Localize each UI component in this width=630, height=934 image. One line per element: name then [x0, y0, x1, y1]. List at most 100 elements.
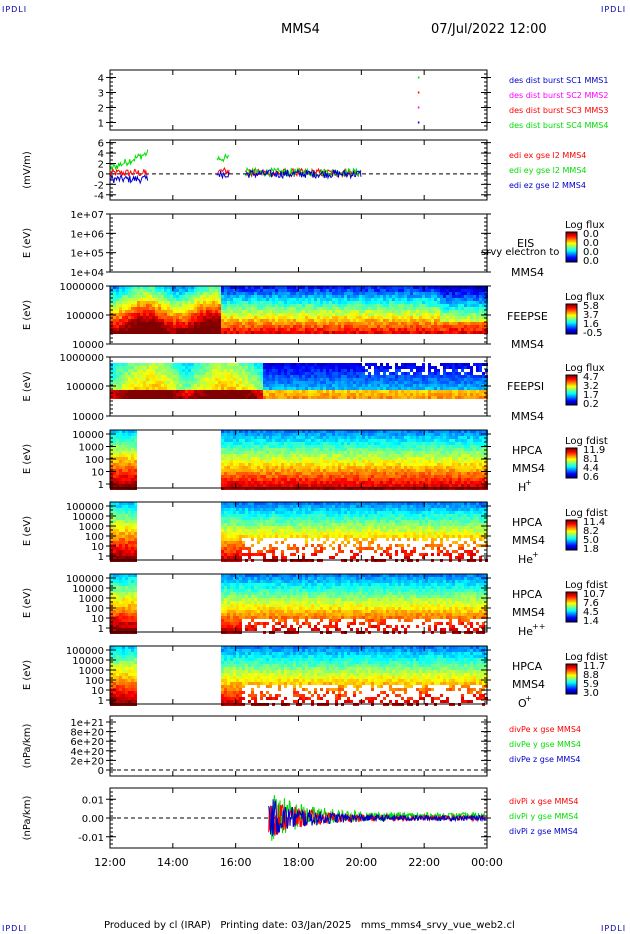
heat-cell	[341, 319, 344, 322]
heat-cell	[452, 295, 455, 298]
colorbar-swatch	[566, 315, 577, 317]
heat-cell	[476, 319, 479, 322]
heat-cell	[284, 363, 287, 366]
heat-cell	[359, 289, 362, 292]
heat-cell	[446, 390, 449, 393]
heat-cell	[311, 331, 314, 334]
heat-cell	[245, 460, 248, 463]
heat-cell	[434, 310, 437, 313]
heat-cell	[119, 298, 122, 301]
heat-cell	[308, 481, 311, 484]
heat-cell	[239, 286, 242, 289]
heat-cell	[299, 466, 302, 469]
heat-cell	[131, 298, 134, 301]
heat-cell	[305, 451, 308, 454]
heat-cell	[119, 442, 122, 445]
heat-cell	[260, 463, 263, 466]
heat-cell	[224, 375, 227, 378]
heat-cell	[116, 381, 119, 384]
heat-cell	[380, 298, 383, 301]
heat-cell	[164, 319, 167, 322]
heat-cell	[119, 366, 122, 369]
heat-cell	[380, 313, 383, 316]
heat-cell	[260, 366, 263, 369]
heat-cell	[140, 304, 143, 307]
heat-cell	[206, 301, 209, 304]
heat-cell	[224, 448, 227, 451]
heat-cell	[260, 481, 263, 484]
heat-cell	[335, 478, 338, 481]
heat-cell	[356, 316, 359, 319]
heat-cell	[125, 384, 128, 387]
heat-cell	[371, 301, 374, 304]
heat-cell	[452, 390, 455, 393]
heat-cell	[464, 286, 467, 289]
heat-cell	[242, 310, 245, 313]
heat-cell	[311, 384, 314, 387]
heat-cell	[428, 313, 431, 316]
heat-cell	[266, 381, 269, 384]
heat-cell	[479, 286, 482, 289]
heat-cell	[314, 484, 317, 487]
heat-cell	[347, 363, 350, 366]
heat-cell	[365, 369, 368, 372]
heat-cell	[245, 372, 248, 375]
heat-cell	[308, 442, 311, 445]
heat-cell	[332, 430, 335, 433]
heat-cell	[434, 369, 437, 372]
heat-cell	[374, 331, 377, 334]
heat-cell	[137, 390, 140, 393]
burst-point	[417, 106, 420, 109]
heat-cell	[350, 393, 353, 396]
heat-cell	[194, 322, 197, 325]
heat-cell	[356, 463, 359, 466]
heat-cell	[230, 301, 233, 304]
heat-cell	[131, 478, 134, 481]
heat-cell	[308, 286, 311, 289]
heat-cell	[212, 322, 215, 325]
heat-cell	[335, 301, 338, 304]
heat-cell	[362, 316, 365, 319]
heat-cell	[131, 295, 134, 298]
heat-cell	[428, 390, 431, 393]
heat-cell	[395, 375, 398, 378]
heat-cell	[239, 316, 242, 319]
heat-cell	[218, 316, 221, 319]
heat-cell	[287, 478, 290, 481]
heat-cell	[269, 286, 272, 289]
heat-cell	[179, 286, 182, 289]
heat-cell	[212, 375, 215, 378]
heat-cell	[227, 387, 230, 390]
heat-cell	[320, 328, 323, 331]
heat-cell	[287, 366, 290, 369]
heat-cell	[293, 484, 296, 487]
heat-cell	[146, 366, 149, 369]
heatmap-feepsi	[110, 363, 488, 399]
heat-cell	[464, 378, 467, 381]
colorbar-swatch	[566, 245, 577, 247]
heat-cell	[233, 430, 236, 433]
heat-cell	[263, 469, 266, 472]
heat-cell	[299, 322, 302, 325]
heat-cell	[284, 442, 287, 445]
heat-cell	[467, 366, 470, 369]
heat-cell	[422, 304, 425, 307]
heat-cell	[134, 375, 137, 378]
heat-cell	[230, 381, 233, 384]
heat-cell	[281, 387, 284, 390]
heat-cell	[353, 313, 356, 316]
heat-cell	[299, 472, 302, 475]
heat-cell	[353, 390, 356, 393]
heat-cell	[221, 396, 224, 399]
heat-cell	[302, 378, 305, 381]
heat-cell	[371, 363, 374, 366]
heat-cell	[410, 328, 413, 331]
heat-cell	[479, 307, 482, 310]
heat-cell	[356, 430, 359, 433]
heat-cell	[278, 390, 281, 393]
heat-cell	[266, 445, 269, 448]
heat-cell	[338, 304, 341, 307]
heat-cell	[239, 445, 242, 448]
heat-cell	[293, 289, 296, 292]
heat-cell	[308, 322, 311, 325]
